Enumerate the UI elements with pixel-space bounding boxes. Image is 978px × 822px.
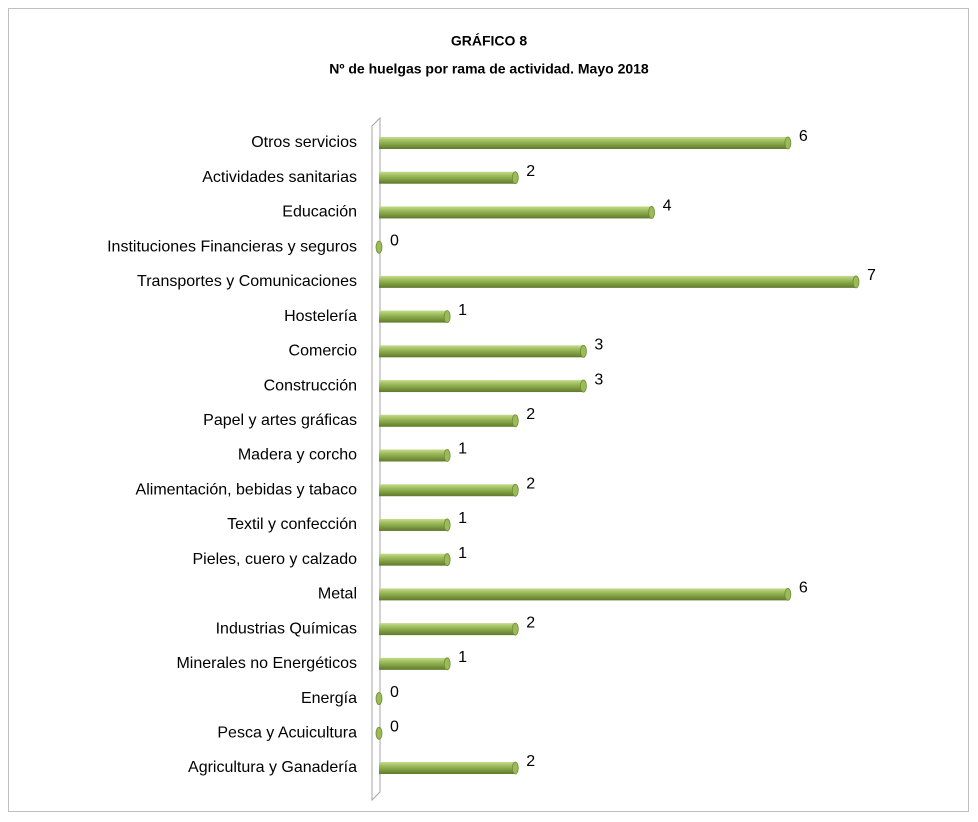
data-label: 2: [526, 753, 535, 770]
bar: [379, 588, 788, 601]
bar-cap: [511, 622, 519, 636]
bar-cap: [511, 171, 519, 185]
bar-cap: [784, 587, 792, 601]
axis-wall: [371, 116, 381, 802]
data-label: 0: [390, 232, 399, 249]
bar-cap: [443, 518, 451, 532]
data-label: 1: [458, 441, 467, 458]
bar: [379, 762, 516, 774]
category-label: Otros servicios: [251, 134, 357, 151]
bar-cap: [580, 344, 587, 358]
bar: [379, 484, 516, 497]
data-label: 0: [390, 718, 399, 735]
bar-cap: [443, 657, 451, 671]
data-label: 3: [594, 337, 603, 354]
bar: [379, 623, 516, 636]
bar-cap: [443, 449, 451, 462]
category-label: Agricultura y Ganadería: [188, 759, 357, 776]
category-label: Papel y artes gráficas: [203, 412, 357, 429]
category-label: Transportes y Comunicaciones: [137, 273, 357, 290]
category-label: Pesca y Acuicultura: [217, 724, 357, 741]
bar: [379, 137, 788, 149]
data-label: 2: [526, 475, 535, 492]
bar: [379, 518, 448, 531]
data-label: 7: [867, 267, 876, 284]
bar: [379, 310, 448, 323]
data-label: 2: [526, 614, 535, 631]
category-label: Textil y confección: [227, 516, 357, 533]
bar-cap: [648, 206, 655, 219]
bar: [379, 414, 516, 427]
data-label: 1: [458, 545, 467, 562]
category-label: Metal: [318, 586, 357, 603]
category-label: Pieles, cuero y calzado: [192, 551, 357, 568]
bar-cap: [511, 483, 519, 497]
data-label: 1: [458, 302, 467, 319]
category-label: Alimentación, bebidas y tabaco: [136, 481, 358, 498]
data-label: 2: [526, 163, 535, 180]
category-label: Hostelería: [284, 308, 357, 325]
category-label: Educación: [282, 204, 357, 221]
bar: [379, 380, 584, 393]
bar-cap: [375, 240, 383, 254]
data-label: 6: [799, 580, 808, 597]
bar-cap: [443, 310, 451, 324]
data-label: 2: [526, 406, 535, 423]
data-label: 1: [458, 510, 467, 527]
bar: [379, 275, 856, 288]
data-label: 1: [458, 649, 467, 666]
chart-subtitle: Nº de huelgas por rama de actividad. May…: [329, 61, 649, 77]
category-label: Minerales no Energéticos: [176, 655, 357, 672]
bar: [379, 206, 652, 219]
bar-cap: [443, 553, 451, 567]
category-label: Actividades sanitarias: [202, 169, 357, 186]
data-label: 3: [594, 371, 603, 388]
category-label: Industrias Químicas: [216, 620, 357, 637]
bar-cap: [511, 414, 519, 428]
bar-cap: [784, 136, 792, 150]
category-label: Madera y corcho: [238, 447, 357, 464]
bar-cap: [511, 761, 519, 775]
bar: [379, 449, 448, 462]
data-label: 6: [799, 128, 808, 145]
category-label: Comercio: [289, 343, 358, 360]
category-label: Construcción: [264, 377, 357, 394]
chart-title: GRÁFICO 8: [451, 33, 527, 49]
category-label: Instituciones Financieras y seguros: [107, 238, 357, 255]
bar-cap: [852, 275, 860, 289]
bar-cap: [375, 726, 383, 740]
bar-cap: [580, 379, 587, 393]
bar: [379, 171, 516, 184]
category-label: Energía: [301, 690, 357, 707]
bar-cap: [375, 692, 383, 705]
data-label: 0: [390, 684, 399, 701]
data-label: 4: [663, 198, 672, 215]
bar: [379, 553, 448, 566]
bar: [379, 345, 584, 358]
chart-border: [8, 8, 969, 812]
bar: [379, 657, 448, 670]
